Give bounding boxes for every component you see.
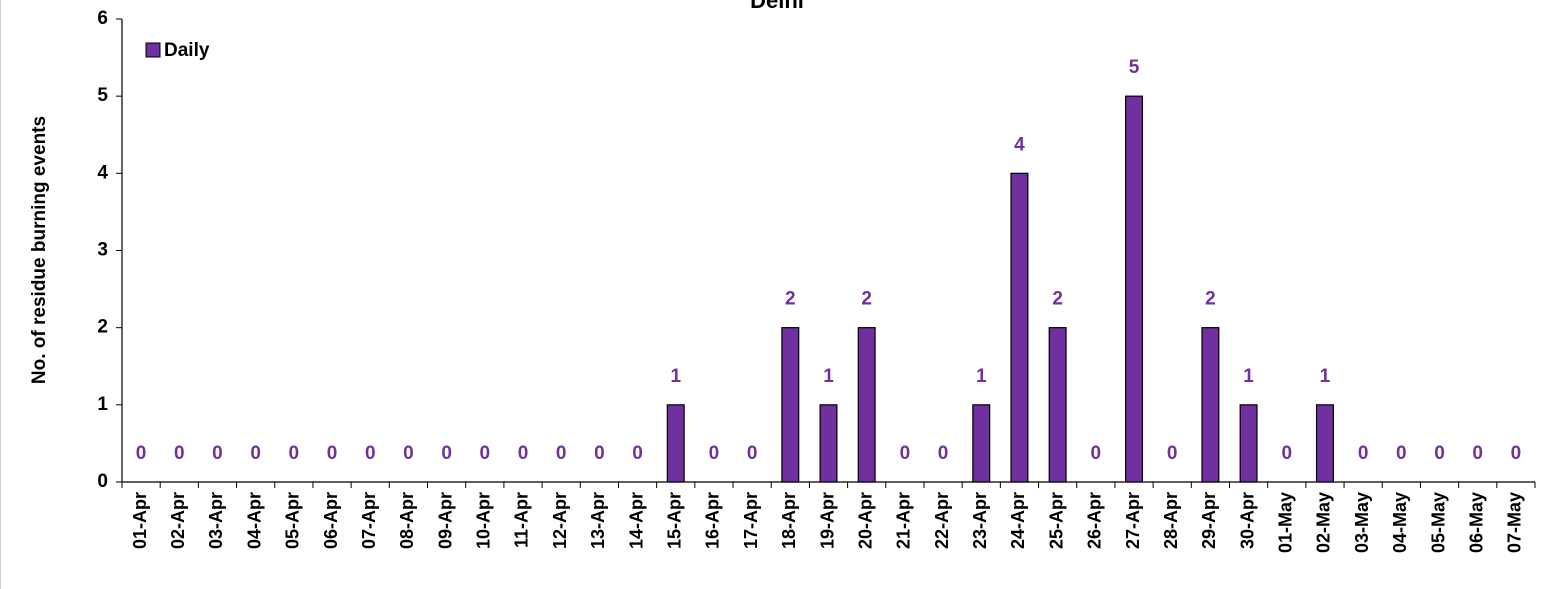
x-tick-label: 06-May [1466, 492, 1486, 553]
x-tick-label: 29-Apr [1199, 492, 1219, 549]
x-tick-label: 25-Apr [1046, 492, 1066, 549]
x-tick-label: 26-Apr [1085, 492, 1105, 549]
data-label: 0 [1472, 443, 1483, 464]
data-label: 2 [1205, 289, 1216, 310]
x-tick-label: 13-Apr [588, 492, 608, 549]
x-tick-label: 30-Apr [1237, 492, 1257, 549]
bar [972, 404, 991, 483]
y-axis-label: No. of residue burning events [29, 116, 50, 384]
bar [857, 327, 876, 483]
bar [1315, 404, 1334, 483]
y-tick-label: 5 [97, 85, 108, 106]
x-tick-label: 05-Apr [283, 492, 303, 549]
data-label: 0 [1281, 443, 1292, 464]
y-tick-label: 6 [97, 8, 108, 29]
legend-label: Daily [164, 40, 210, 61]
x-tick-label: 10-Apr [474, 492, 494, 549]
x-tick-label: 06-Apr [321, 492, 341, 549]
x-tick-label: 19-Apr [817, 492, 837, 549]
x-tick-label: 05-May [1428, 492, 1448, 553]
x-tick-label: 14-Apr [626, 492, 646, 549]
data-label: 0 [136, 443, 147, 464]
bar [1048, 327, 1067, 483]
y-tick-label: 4 [97, 162, 108, 183]
data-label: 0 [1511, 443, 1522, 464]
x-tick-label: 28-Apr [1161, 492, 1181, 549]
legend-swatch [145, 42, 161, 58]
data-label: 1 [823, 366, 834, 387]
data-label: 0 [403, 443, 414, 464]
x-tick-label: 03-May [1352, 492, 1372, 553]
data-label: 0 [212, 443, 223, 464]
bar [1010, 172, 1029, 483]
data-label: 1 [976, 366, 987, 387]
x-tick-label: 01-May [1276, 492, 1296, 553]
x-tick-label: 22-Apr [932, 492, 952, 549]
x-tick-label: 24-Apr [1008, 492, 1028, 549]
x-tick-label: 09-Apr [435, 492, 455, 549]
data-label: 0 [556, 443, 567, 464]
data-label: 0 [1396, 443, 1407, 464]
x-tick-label: 08-Apr [397, 492, 417, 549]
data-label: 0 [518, 443, 529, 464]
data-label: 4 [1014, 134, 1025, 155]
x-tick-label: 21-Apr [894, 492, 914, 549]
x-tick-label: 18-Apr [779, 492, 799, 549]
x-tick-label: 04-Apr [244, 492, 264, 549]
y-tick-label: 0 [97, 471, 108, 492]
bar [666, 404, 685, 483]
data-label: 0 [938, 443, 949, 464]
data-label: 0 [327, 443, 338, 464]
x-tick-label: 12-Apr [550, 492, 570, 549]
bar [819, 404, 838, 483]
y-tick-label: 1 [97, 394, 108, 415]
data-label: 0 [365, 443, 376, 464]
data-label: 0 [1167, 443, 1178, 464]
data-label: 0 [441, 443, 452, 464]
chart-title: Delhi [750, 0, 804, 13]
data-label: 0 [289, 443, 300, 464]
data-label: 1 [1320, 366, 1331, 387]
data-label: 0 [747, 443, 758, 464]
data-label: 5 [1129, 57, 1140, 78]
data-label: 0 [174, 443, 185, 464]
bar [781, 327, 800, 483]
x-tick-label: 07-May [1505, 492, 1525, 553]
bar [1239, 404, 1258, 483]
x-tick-label: 23-Apr [970, 492, 990, 549]
data-label: 0 [1358, 443, 1369, 464]
x-tick-label: 16-Apr [703, 492, 723, 549]
x-tick-label: 07-Apr [359, 492, 379, 549]
data-label: 2 [785, 289, 796, 310]
data-label: 0 [632, 443, 643, 464]
x-tick-label: 17-Apr [741, 492, 761, 549]
x-tick-label: 02-Apr [168, 492, 188, 549]
x-tick-label: 20-Apr [855, 492, 875, 549]
data-label: 0 [480, 443, 491, 464]
bar [1125, 95, 1144, 483]
data-label: 0 [900, 443, 911, 464]
data-label: 1 [1243, 366, 1254, 387]
data-label: 0 [594, 443, 605, 464]
x-tick-label: 27-Apr [1123, 492, 1143, 549]
data-label: 0 [709, 443, 720, 464]
x-tick-label: 03-Apr [206, 492, 226, 549]
x-tick-label: 11-Apr [512, 492, 532, 548]
data-label: 2 [1052, 289, 1063, 310]
x-tick-label: 02-May [1314, 492, 1334, 553]
y-tick-label: 3 [97, 240, 108, 261]
x-tick-label: 04-May [1390, 492, 1410, 553]
x-tick-label: 15-Apr [664, 492, 684, 549]
data-label: 0 [250, 443, 261, 464]
data-label: 2 [861, 289, 872, 310]
data-label: 0 [1091, 443, 1102, 464]
y-tick-label: 2 [97, 317, 108, 338]
data-label: 1 [670, 366, 681, 387]
x-tick-label: 01-Apr [130, 492, 150, 549]
data-label: 0 [1434, 443, 1445, 464]
bar [1201, 327, 1220, 483]
